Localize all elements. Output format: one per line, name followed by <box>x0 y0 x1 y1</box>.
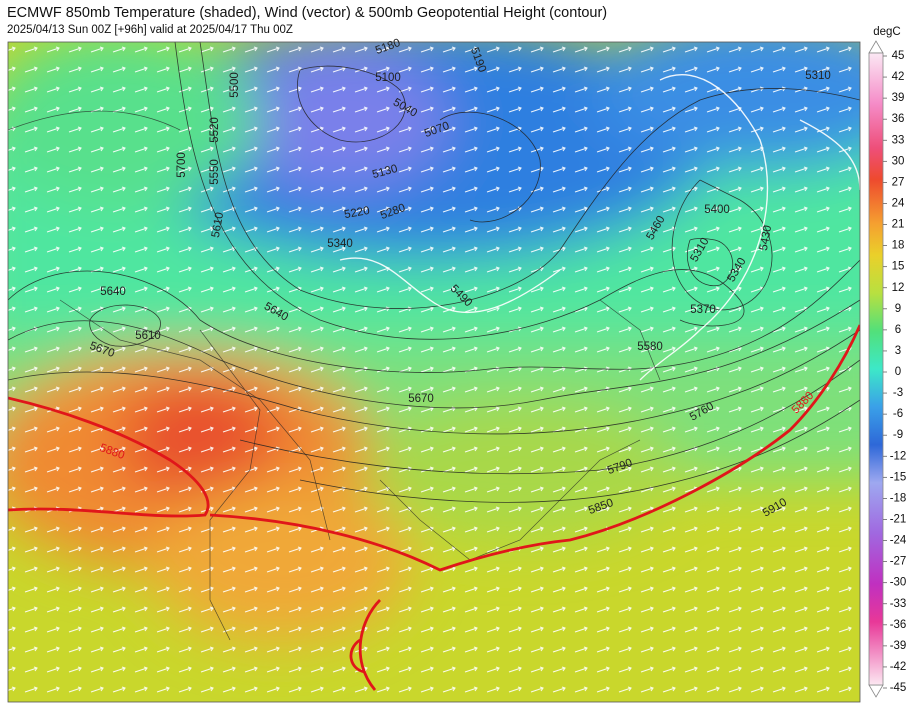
contour-label: 5610 <box>135 330 161 342</box>
colorbar-tick-label: 42 <box>892 71 905 83</box>
contour-label: 5700 <box>176 152 188 178</box>
colorbar-tick-label: -45 <box>890 682 907 694</box>
colorbar-tick-label: -27 <box>890 556 907 568</box>
subtitle: 2025/04/13 Sun 00Z [+96h] valid at 2025/… <box>7 24 293 36</box>
contour-label: 5340 <box>327 238 353 250</box>
contour-label: 5430 <box>758 224 774 251</box>
contour-label: 5500 <box>229 72 241 98</box>
colorbar-unit: degC <box>873 26 901 38</box>
contour-label: 5610 <box>210 211 226 238</box>
colorbar-tick-label: -9 <box>893 429 903 441</box>
colorbar-tick-label: 12 <box>892 282 905 294</box>
colorbar-tick-label: 9 <box>895 303 901 315</box>
colorbar-tick-label: 18 <box>892 240 905 252</box>
colorbar-ticks: 4542393633302724211815129630-3-6-9-12-15… <box>883 50 907 694</box>
colorbar-tick-label: -33 <box>890 598 907 610</box>
colorbar-tick-label: -36 <box>890 619 907 631</box>
contour-label: 5520 <box>209 117 221 143</box>
contour-label: 5580 <box>637 341 663 353</box>
colorbar-tick-label: 27 <box>892 176 905 188</box>
colorbar-tick-label: 3 <box>895 345 901 357</box>
contour-label: 5640 <box>100 286 126 298</box>
colorbar-tick-label: -30 <box>890 577 907 589</box>
colorbar-tick-label: -21 <box>890 513 907 525</box>
colorbar-tick-label: 30 <box>892 155 905 167</box>
contour-label: 5370 <box>690 304 716 316</box>
contour-label: 5220 <box>343 205 370 221</box>
colorbar-tick-label: 33 <box>892 134 905 146</box>
colorbar-tick-label: 45 <box>892 50 905 62</box>
contour-label: 5310 <box>805 70 831 82</box>
colorbar-tick-label: 36 <box>892 113 905 125</box>
contour-label: 5670 <box>408 393 434 405</box>
contour-label: 5550 <box>209 159 221 185</box>
colorbar-tick-label: -6 <box>893 408 903 420</box>
colorbar-tick-label: 39 <box>892 92 905 104</box>
colorbar-tick-label: 6 <box>895 324 901 336</box>
contour-label: 5100 <box>375 72 401 84</box>
contour-label: 5400 <box>704 204 730 216</box>
colorbar-tick-label: 21 <box>892 219 905 231</box>
colorbar-tick-label: -39 <box>890 640 907 652</box>
colorbar-tick-label: -24 <box>890 535 907 547</box>
colorbar-tick-label: -18 <box>890 492 907 504</box>
colorbar-tick-label: -15 <box>890 471 907 483</box>
colorbar-tick-label: -12 <box>890 450 907 462</box>
colorbar-tick-label: 24 <box>892 197 905 209</box>
colorbar-tick-label: -42 <box>890 661 907 673</box>
map-area <box>8 42 860 702</box>
colorbar <box>868 52 884 686</box>
title: ECMWF 850mb Temperature (shaded), Wind (… <box>7 5 608 21</box>
colorbar-tick-label: 15 <box>892 261 905 273</box>
colorbar-tick-label: -3 <box>893 387 903 399</box>
colorbar-tick-label: 0 <box>895 366 901 378</box>
